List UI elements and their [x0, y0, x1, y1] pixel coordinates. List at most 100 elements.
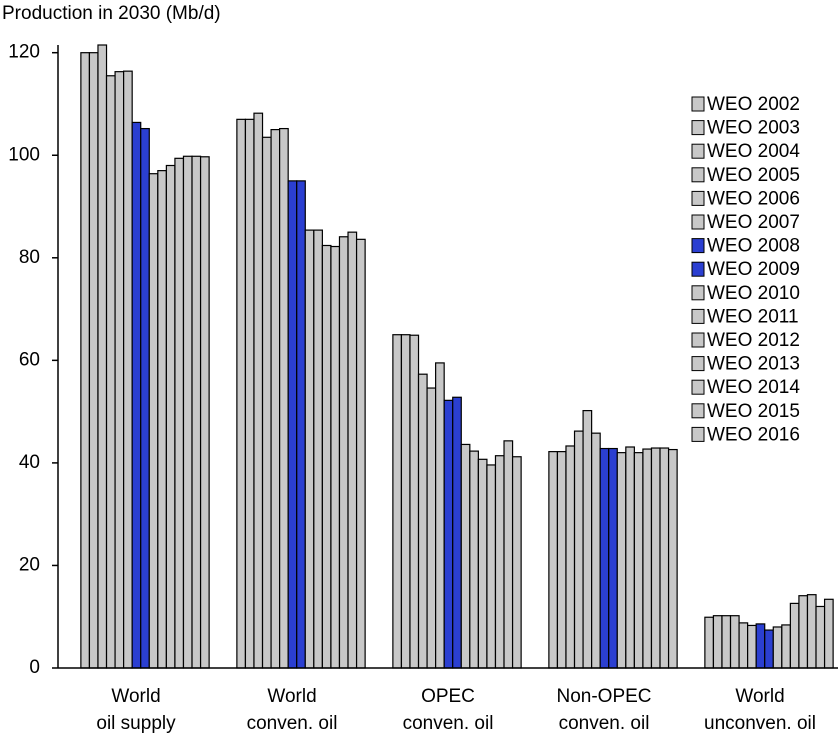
legend-label: WEO 2004	[707, 141, 800, 162]
bar	[608, 447, 618, 669]
legend-label: WEO 2014	[707, 377, 800, 398]
bar	[253, 112, 264, 669]
bar	[659, 447, 670, 669]
chart-title: Production in 2030 (Mb/d)	[2, 3, 221, 24]
y-tick-label: 40	[19, 452, 40, 473]
bar	[712, 615, 723, 669]
bar	[503, 440, 514, 669]
legend-label: WEO 2002	[707, 94, 800, 115]
y-tick-label: 100	[8, 144, 40, 165]
bar	[80, 52, 91, 669]
bar	[347, 231, 358, 669]
bar	[548, 451, 559, 669]
legend-swatch	[691, 285, 705, 301]
bar	[279, 127, 289, 669]
bar	[806, 594, 817, 669]
y-tick-label: 0	[29, 657, 40, 678]
bar	[738, 622, 749, 669]
bar	[435, 362, 445, 669]
bar	[781, 624, 791, 669]
legend-label: WEO 2005	[707, 165, 800, 186]
bar	[165, 164, 176, 669]
bar	[330, 245, 341, 669]
bar	[650, 447, 661, 669]
bar	[591, 432, 601, 669]
bar	[304, 229, 315, 669]
legend-swatch	[691, 356, 705, 372]
bar	[400, 334, 411, 669]
bar	[270, 129, 281, 669]
legend-swatch	[691, 190, 705, 206]
x-tick-label: Non-OPEC conven. oil	[556, 686, 652, 734]
legend-label: WEO 2003	[707, 118, 800, 139]
bar	[321, 244, 332, 669]
bar	[88, 52, 99, 669]
bar	[772, 626, 783, 669]
bar	[704, 616, 715, 669]
bar	[582, 409, 593, 669]
bar	[633, 452, 644, 669]
bar	[174, 157, 185, 669]
legend-label: WEO 2016	[707, 424, 800, 445]
bar	[823, 598, 834, 669]
bar	[625, 446, 635, 669]
legend-swatch	[691, 332, 705, 348]
bar	[747, 624, 757, 669]
legend-label: WEO 2007	[707, 212, 800, 233]
y-tick-label: 80	[19, 247, 40, 268]
bar	[486, 464, 497, 669]
bar	[798, 595, 809, 669]
legend-swatch	[691, 120, 705, 136]
bar	[148, 173, 159, 669]
legend-swatch	[691, 308, 705, 324]
bar	[105, 75, 116, 669]
bar	[556, 451, 567, 669]
legend-label: WEO 2009	[707, 259, 800, 280]
legend-swatch	[691, 96, 705, 112]
bar	[261, 136, 272, 669]
bar	[199, 156, 210, 669]
bar	[469, 450, 479, 669]
legend-swatch	[691, 143, 705, 159]
legend-swatch	[691, 167, 705, 183]
bar	[140, 127, 150, 669]
bar	[729, 615, 740, 669]
legend-label: WEO 2015	[707, 401, 800, 422]
bar	[667, 448, 678, 669]
bar	[417, 373, 428, 669]
legend-swatch	[691, 426, 705, 442]
bar	[477, 458, 488, 669]
y-tick-label: 20	[19, 554, 40, 575]
bar	[452, 396, 462, 669]
legend-label: WEO 2013	[707, 354, 800, 375]
bar	[789, 602, 800, 669]
bar	[313, 229, 323, 669]
legend-swatch	[691, 214, 705, 230]
bar	[157, 170, 167, 669]
bar	[355, 238, 366, 669]
legend-swatch	[691, 261, 705, 277]
bar	[443, 399, 454, 669]
bar	[182, 155, 193, 669]
legend-label: WEO 2010	[707, 283, 800, 304]
legend-swatch	[691, 379, 705, 395]
bar	[236, 118, 247, 669]
legend-label: WEO 2011	[707, 306, 799, 327]
x-tick-label: World conven. oil	[246, 686, 338, 734]
bar	[244, 118, 255, 669]
legend-label: WEO 2006	[707, 188, 800, 209]
bar	[511, 456, 522, 669]
bar	[565, 445, 576, 669]
bar	[123, 70, 133, 669]
bar	[287, 180, 298, 669]
x-tick-label: World oil supply	[96, 686, 176, 734]
bar	[642, 448, 653, 669]
bar	[338, 236, 349, 669]
bar	[815, 605, 826, 669]
bar	[296, 180, 306, 669]
bar	[755, 623, 766, 669]
legend-label: WEO 2008	[707, 236, 800, 257]
bar	[97, 44, 108, 669]
